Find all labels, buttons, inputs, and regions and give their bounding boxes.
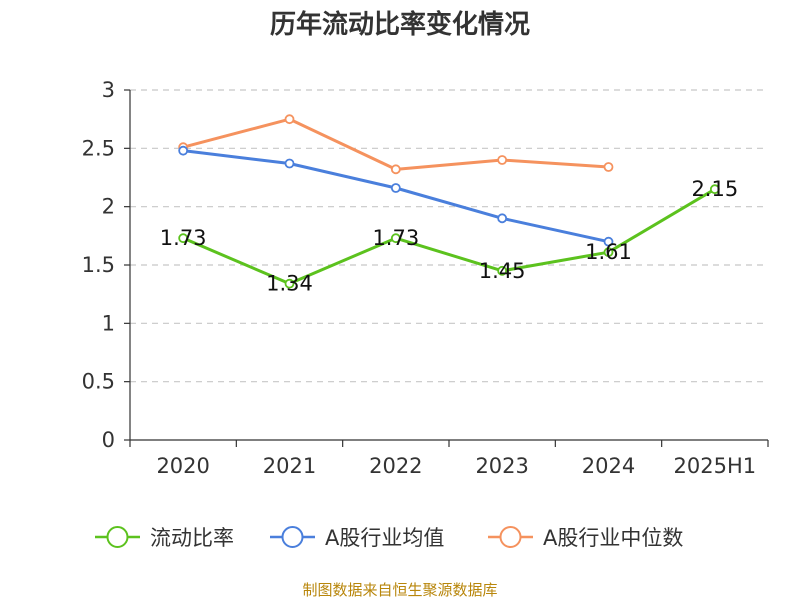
y-axis: 0 0.5 1 1.5 2 2.5 3	[82, 78, 131, 452]
legend-marker	[106, 526, 129, 548]
y-tick-label: 0	[102, 428, 115, 452]
y-tick-label: 1	[102, 311, 115, 335]
data-label: 1.45	[479, 259, 526, 283]
data-point[interactable]	[178, 145, 189, 156]
series-line	[182, 187, 716, 286]
y-tick-label: 0.5	[82, 370, 115, 394]
data-point[interactable]	[603, 162, 614, 172]
data-point[interactable]	[284, 278, 295, 289]
legend-marker	[499, 526, 522, 548]
data-point[interactable]	[284, 114, 295, 125]
x-tick-label: 2024	[582, 454, 635, 478]
legend-item[interactable]: A股行业中位数	[488, 526, 683, 550]
series-line	[182, 117, 609, 171]
x-tick-label: 2020	[156, 454, 209, 478]
x-tick-label: 2025H1	[674, 454, 757, 478]
data-labels: 1.73 1.34 1.73 1.45 1.61 2.15	[160, 177, 738, 295]
y-tick-label: 2	[102, 195, 115, 219]
data-label: 2.15	[691, 177, 738, 201]
data-point[interactable]	[390, 233, 401, 244]
data-label: 1.61	[585, 240, 632, 264]
legend[interactable]: 流动比率 A股行业均值 A股行业中位数	[95, 526, 683, 550]
legend-item[interactable]: 流动比率	[95, 526, 234, 550]
data-point[interactable]	[603, 236, 614, 247]
source-note: 制图数据来自恒生聚源数据库	[302, 581, 497, 599]
legend-item[interactable]: A股行业均值	[270, 526, 444, 550]
data-point[interactable]	[284, 158, 295, 169]
x-tick-label: 2022	[369, 454, 422, 478]
data-point[interactable]	[497, 265, 508, 276]
legend-label: A股行业均值	[325, 526, 444, 550]
data-point[interactable]	[497, 213, 508, 224]
data-point[interactable]	[390, 183, 401, 193]
y-tick-label: 3	[102, 78, 115, 102]
data-point[interactable]	[603, 247, 614, 258]
legend-label: A股行业中位数	[543, 526, 683, 550]
data-point[interactable]	[390, 164, 401, 175]
x-axis: 2020 2021 2022 2023 2024 2025H1	[129, 439, 769, 478]
legend-label: 流动比率	[150, 526, 234, 550]
data-point[interactable]	[178, 233, 189, 244]
series-group	[178, 114, 720, 289]
chart-title: 历年流动比率变化情况	[270, 9, 530, 40]
legend-marker	[281, 526, 304, 548]
x-tick-label: 2021	[263, 454, 316, 478]
grid-lines	[130, 89, 768, 383]
data-point[interactable]	[709, 184, 720, 195]
y-tick-label: 1.5	[82, 253, 115, 277]
data-point[interactable]	[497, 155, 508, 165]
data-label: 1.73	[160, 226, 207, 250]
x-tick-label: 2023	[475, 454, 528, 478]
data-label: 1.34	[266, 272, 313, 296]
data-label: 1.73	[372, 226, 419, 250]
y-tick-label: 2.5	[82, 136, 115, 160]
